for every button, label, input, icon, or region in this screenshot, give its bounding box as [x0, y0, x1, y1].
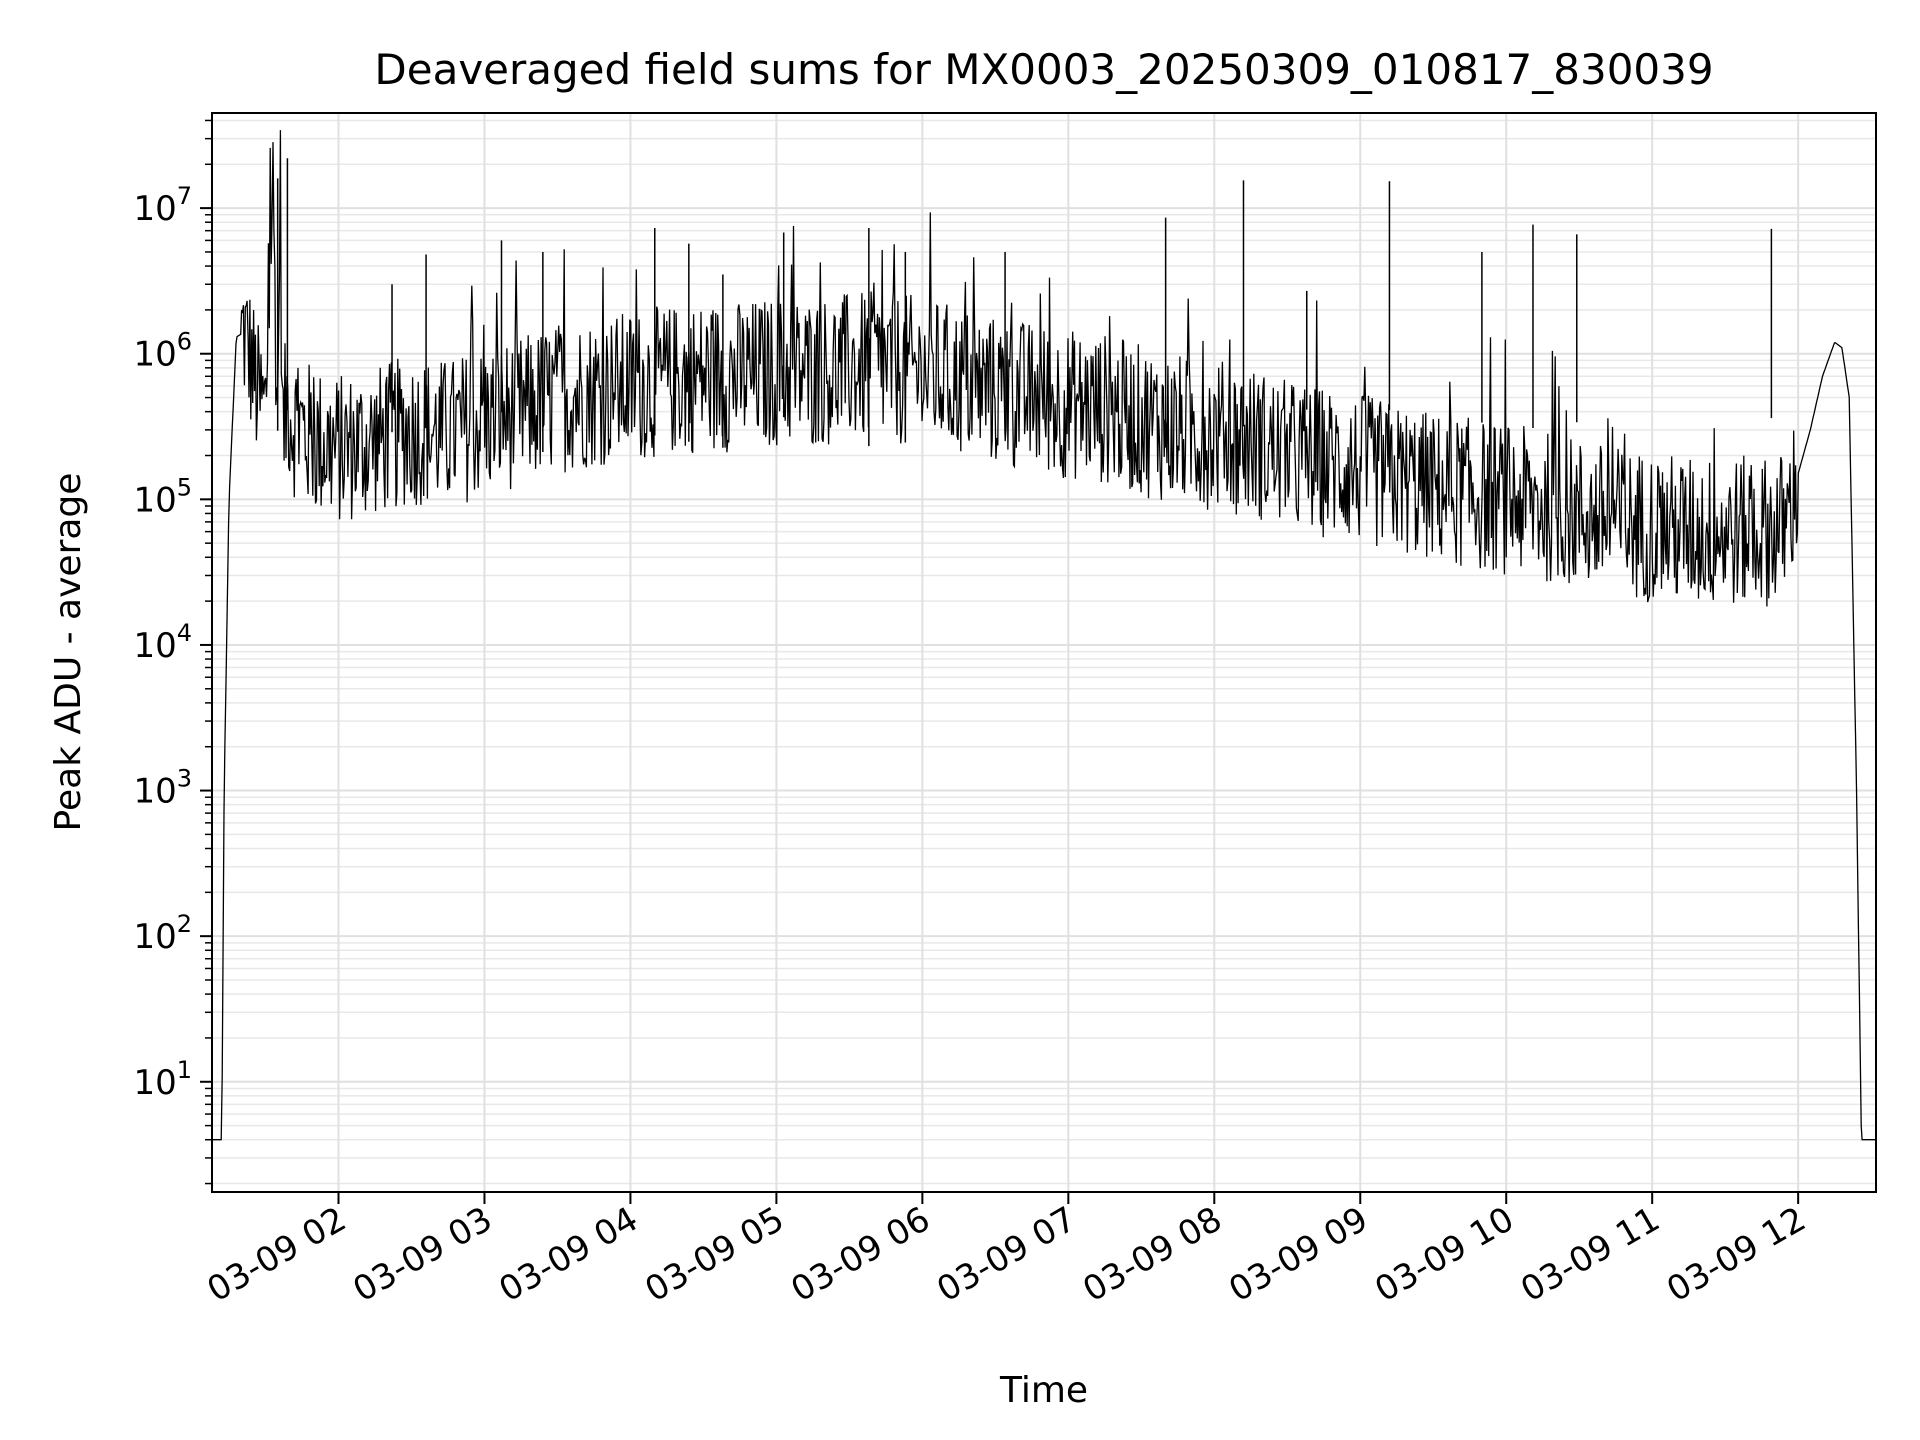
major-gridlines — [212, 113, 1876, 1192]
series-layer — [212, 130, 1876, 1141]
y-axis-label: Peak ADU - average — [48, 473, 89, 832]
plot-area-frame — [211, 112, 1877, 1193]
chart-title: Deaveraged field sums for MX0003_2025030… — [374, 45, 1713, 94]
x-axis-label: Time — [999, 1370, 1088, 1411]
series-line — [212, 130, 1876, 1141]
